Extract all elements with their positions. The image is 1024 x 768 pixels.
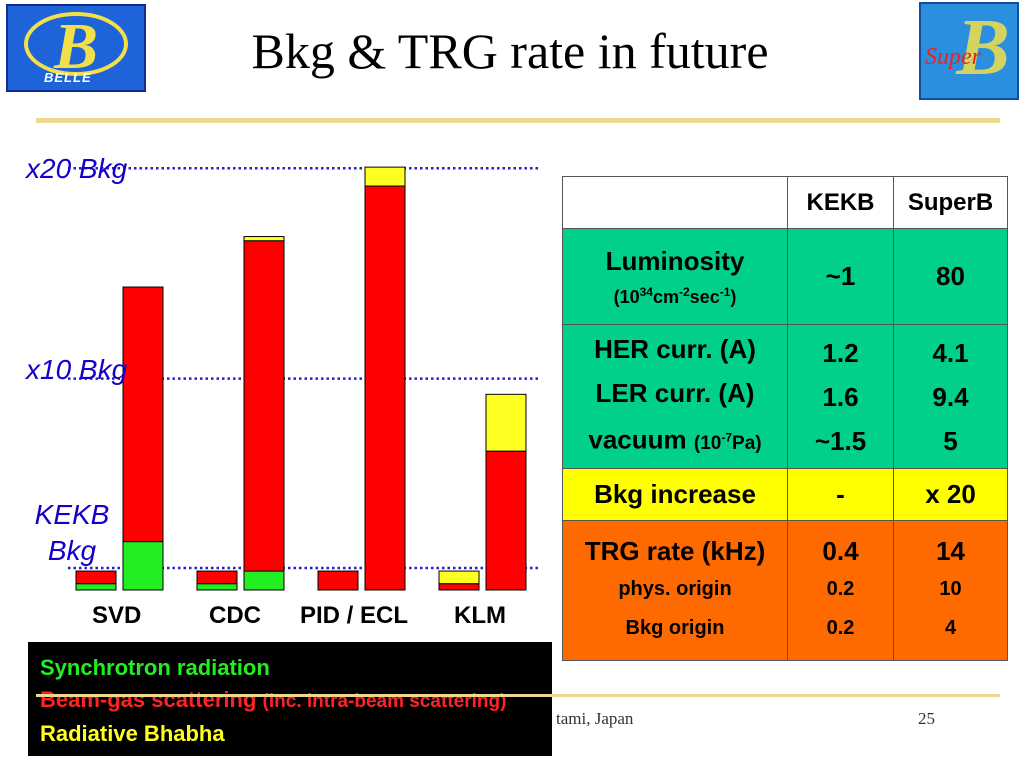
ref-label-x10: x10 Bkg — [26, 354, 128, 385]
bar-pid-ecl-kekb-red — [317, 570, 359, 591]
legend-item-synchrotron: Synchrotron radiation — [40, 655, 270, 680]
belle-b-icon: B — [24, 10, 128, 83]
ref-label-x20: x20 Bkg — [26, 153, 128, 184]
stacked-bar-chart — [68, 166, 540, 591]
slide-title: Bkg & TRG rate in future — [251, 23, 769, 79]
x-category-svd: SVD — [92, 602, 142, 629]
cell-luminosity-kekb: ~1 — [787, 228, 894, 325]
bar-klm-superb-yellow — [485, 393, 527, 452]
svg-text:B: B — [53, 10, 98, 83]
bar-klm-kekb-yellow — [438, 570, 480, 585]
superb-logo: B Super — [919, 2, 1019, 100]
cell-trg-superb: 14 10 4 — [893, 520, 1008, 661]
svg-text:B: B — [955, 4, 1009, 92]
cell-bkg-label: Bkg increase — [562, 468, 788, 521]
bar-pid-ecl-superb-yellow — [364, 166, 406, 187]
header-cell-empty — [562, 176, 788, 229]
table-header-row: KEKB SuperB — [562, 176, 1008, 229]
bar-cdc-superb-red — [243, 240, 285, 572]
table-row-machine: HER curr. (A) LER curr. (A) vacuum (10-7… — [562, 324, 1008, 469]
x-category-pid-ecl: PID / ECL — [300, 602, 409, 629]
table-row-trg: TRG rate (kHz) phys. origin Bkg origin 0… — [562, 520, 1008, 661]
x-category-klm: KLM — [454, 602, 506, 629]
bar-svd-superb-green — [122, 541, 164, 591]
superb-b-icon: B — [955, 4, 1009, 92]
table-row-bkg: Bkg increase - x 20 — [562, 468, 1008, 521]
bar-svd-kekb-green — [75, 583, 117, 591]
cell-bkg-kekb: - — [787, 468, 894, 521]
cell-luminosity-label: Luminosity (1034cm-2sec-1) — [562, 228, 788, 325]
bar-cdc-superb-yellow — [243, 236, 285, 242]
table-row-luminosity: Luminosity (1034cm-2sec-1) ~1 80 — [562, 228, 1008, 325]
bar-pid-ecl-superb-red — [364, 185, 406, 591]
parameter-table: KEKB SuperB Luminosity (1034cm-2sec-1) ~… — [562, 176, 1008, 661]
belle-logo-text: BELLE — [44, 70, 92, 85]
bar-svd-superb-red — [122, 286, 164, 543]
bar-klm-superb-red — [485, 450, 527, 591]
header-cell-kekb: KEKB — [787, 176, 894, 229]
legend-item-beam-gas: Beam-gas scattering (inc. intra-beam sca… — [40, 687, 507, 712]
bar-svd-kekb-red — [75, 570, 117, 585]
bar-cdc-kekb-red — [196, 570, 238, 585]
bar-klm-kekb-red — [438, 583, 480, 591]
x-category-cdc: CDC — [209, 602, 261, 629]
footer-divider — [36, 694, 1000, 697]
belle-logo: B BELLE — [6, 4, 146, 92]
footer-location: tami, Japan — [556, 709, 634, 728]
cell-luminosity-superb: 80 — [893, 228, 1008, 325]
cell-machine-kekb: 1.2 1.6 ~1.5 — [787, 324, 894, 469]
cell-bkg-superb: x 20 — [893, 468, 1008, 521]
cell-trg-kekb: 0.4 0.2 0.2 — [787, 520, 894, 661]
cell-machine-labels: HER curr. (A) LER curr. (A) vacuum (10-7… — [562, 324, 788, 469]
chart-legend: Synchrotron radiation Beam-gas scatterin… — [28, 642, 552, 756]
page-number: 25 — [918, 709, 935, 728]
title-divider — [36, 118, 1000, 123]
bar-cdc-superb-green — [243, 570, 285, 591]
cell-trg-labels: TRG rate (kHz) phys. origin Bkg origin — [562, 520, 788, 661]
bar-cdc-kekb-green — [196, 583, 238, 591]
cell-machine-superb: 4.1 9.4 5 — [893, 324, 1008, 469]
superb-logo-text: Super — [925, 44, 981, 70]
legend-item-bhabha: Radiative Bhabha — [40, 721, 225, 746]
ref-label-kekb: KEKB Bkg — [34, 499, 110, 566]
header-cell-superb: SuperB — [893, 176, 1008, 229]
